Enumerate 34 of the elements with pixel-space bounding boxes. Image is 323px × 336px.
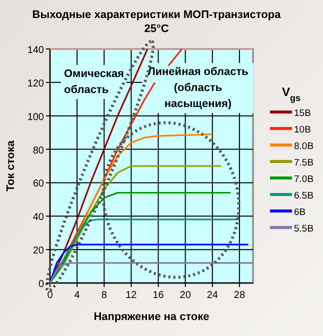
chart-title: Выходные характеристики МОП-транзистора [32,9,282,21]
x-tick-label: 16 [152,290,164,301]
y-tick-label: 60 [32,178,44,190]
line-series [49,165,222,284]
legend-label: 8.0В [294,141,314,152]
annotation: Линейная область (область насыщения) [148,66,249,110]
x-tick-label: 4 [74,290,80,301]
x-tick-label: 24 [206,290,218,301]
y-tick-label: 0 [38,279,44,290]
y-axis-title: Ток стока [5,140,17,192]
y-tick-label: 100 [27,112,44,123]
x-tick-label: 8 [101,290,108,301]
legend-label: 10В [294,124,311,136]
annotation: Омическая область [64,68,124,96]
legend-label: 7.5В [294,158,314,168]
x-tick-label: 12 [126,290,138,301]
legend-title: V$_{gs}$ [282,85,301,103]
y-tick-label: 40 [32,212,44,224]
legend-label: 15В [294,108,311,119]
legend-label: 6.5В [294,190,314,202]
x-tick-label: 0 [47,290,54,301]
line-series [49,192,232,284]
y-tick-label: 20 [32,246,44,257]
chart-subtitle: 25°C [144,23,169,35]
x-axis-title: Напряжение на стоке [94,311,210,323]
x-tick-label: 28 [234,290,246,301]
legend-label: 5.5В [294,224,314,234]
y-tick-label: 140 [27,45,44,56]
y-tick-label: 120 [27,78,44,90]
y-tick-label: 80 [32,145,44,156]
line-series [49,244,250,284]
legend-label: 7.0В [294,174,314,185]
legend-label: 6В [294,207,306,218]
x-tick-label: 20 [180,290,192,301]
